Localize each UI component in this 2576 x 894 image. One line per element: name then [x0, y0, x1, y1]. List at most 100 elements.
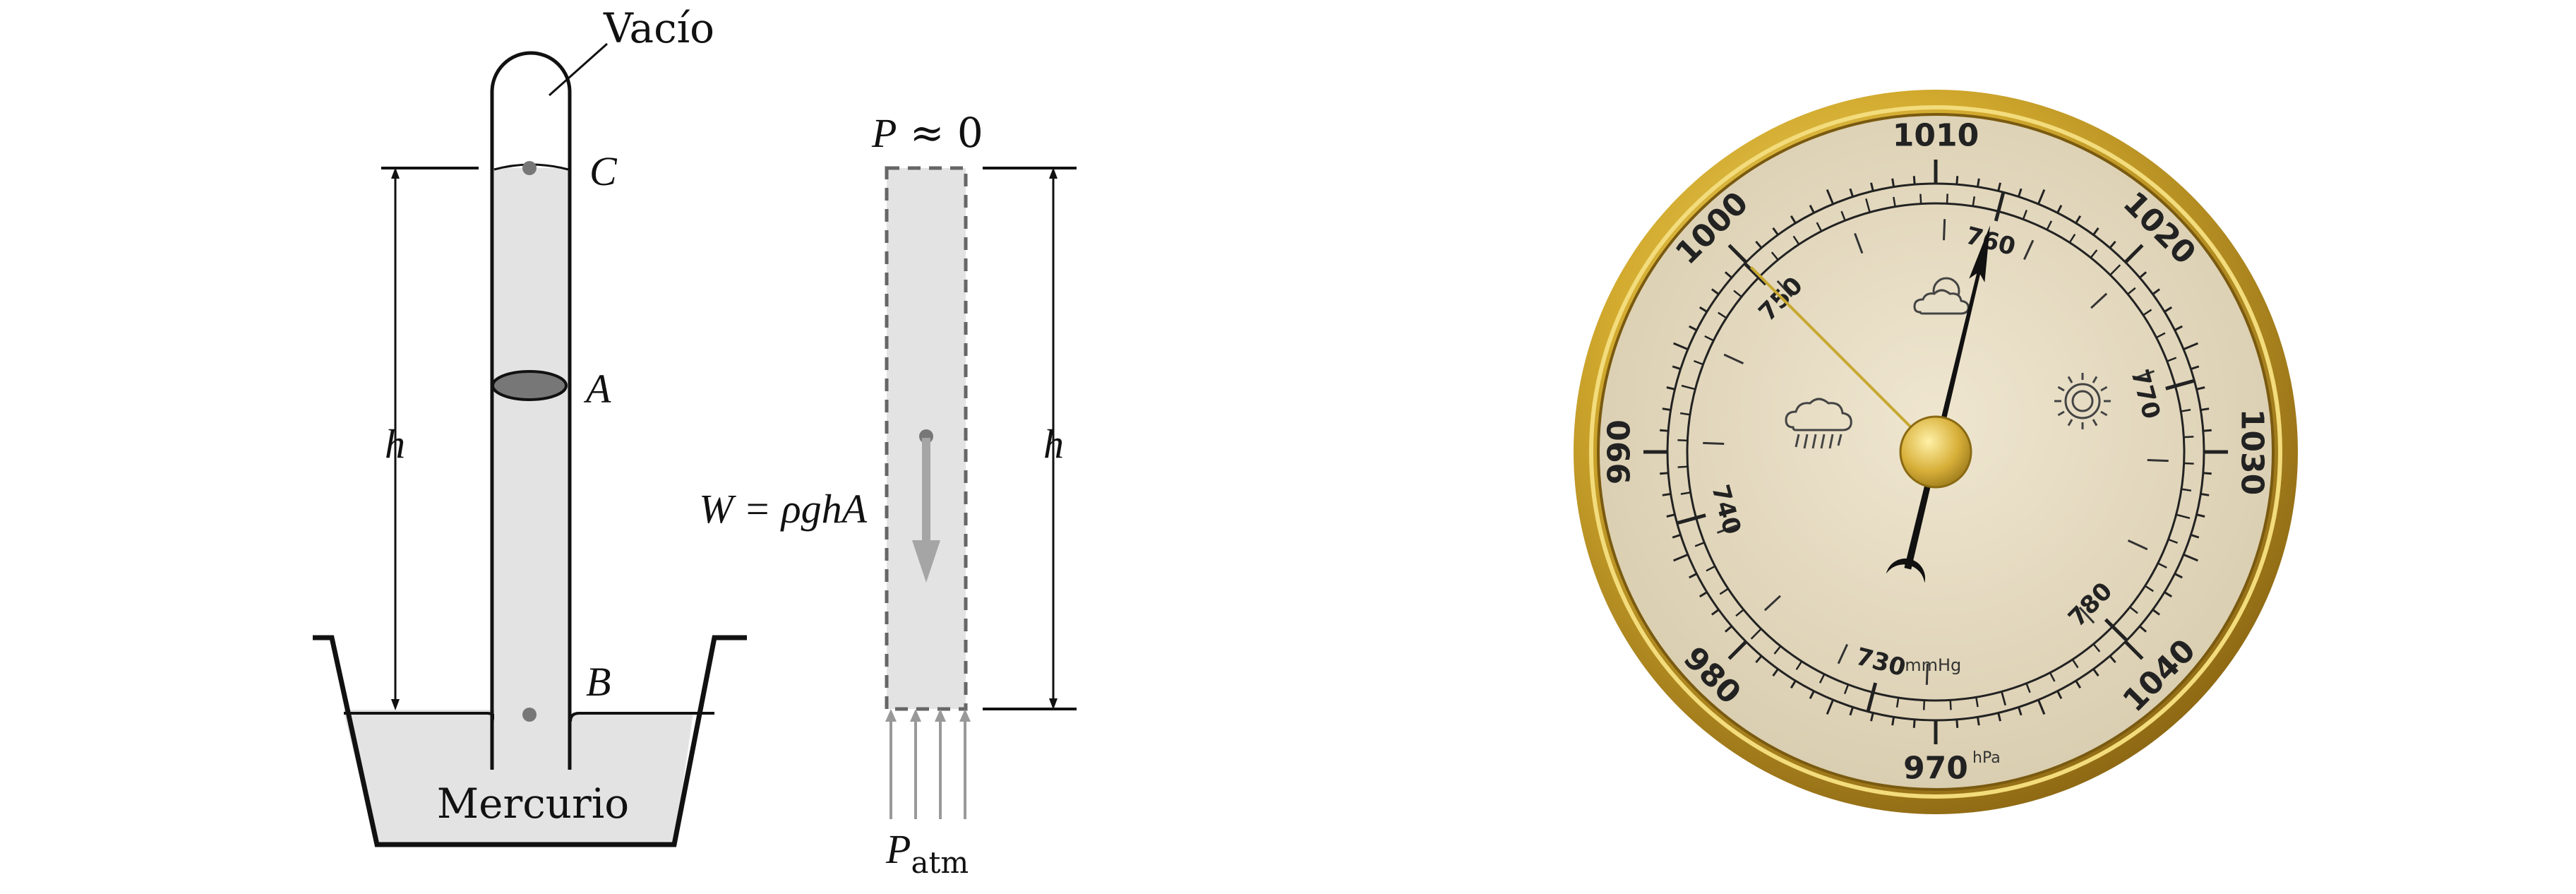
- mmhg-tick: [2068, 234, 2076, 244]
- mmhg-tick: [2129, 606, 2138, 614]
- mmhg-tick: [1975, 697, 1979, 708]
- hpa-tick: [2196, 513, 2205, 518]
- mmhg-tick: [2176, 513, 2191, 520]
- height-label: h: [385, 421, 405, 467]
- mmhg-major-tick: [1871, 682, 1878, 693]
- hpa-tick: [1891, 178, 1895, 187]
- mmhg-tick: [1795, 660, 1803, 670]
- mmhg-tick: [1694, 542, 1705, 547]
- inner-tick: [2147, 459, 2169, 463]
- hpa-tick: [2138, 625, 2147, 633]
- hpa-tick: [1997, 713, 2001, 722]
- hpa-tick: [1849, 706, 1855, 716]
- rain-cloud-icon: [1785, 398, 1852, 449]
- barometer-diagram: Vacío C A B h Mercurio: [313, 4, 747, 847]
- hpa-tick: [1755, 240, 1763, 249]
- hpa-tick: [2037, 699, 2046, 715]
- pressure-top-label: P ≈ 0: [871, 109, 983, 157]
- mmhg-tick: [2071, 659, 2079, 669]
- hpa-tick: [1711, 609, 1720, 616]
- hpa-tick: [1673, 554, 1689, 562]
- inner-tick: [2133, 370, 2155, 380]
- hpa-unit-label: hPa: [1972, 749, 2001, 767]
- hpa-tick: [2056, 690, 2063, 699]
- hpa-tick: [1790, 680, 1797, 689]
- sun-ray: [2100, 410, 2108, 417]
- hpa-tick: [1666, 513, 1675, 518]
- inner-tick: [2078, 607, 2095, 624]
- mmhg-tick: [2092, 643, 2101, 652]
- hpa-label: 1030: [2234, 409, 2270, 495]
- point-a-disk: [491, 370, 568, 401]
- hpa-tick: [1772, 668, 1779, 677]
- inner-tick: [1837, 643, 1849, 664]
- mmhg-tick: [1704, 335, 1714, 342]
- vacuum-leader-line: [549, 42, 608, 97]
- hpa-tick: [2203, 429, 2212, 432]
- hpa-tick: [2196, 386, 2205, 391]
- mmhg-tick: [1919, 193, 1922, 204]
- hpa-tick: [1673, 342, 1689, 350]
- weight-arrow-shaft: [922, 438, 930, 544]
- hpa-tick: [1849, 188, 1855, 198]
- hpa-tick: [1912, 719, 1916, 728]
- hpa-tick: [2183, 554, 2198, 562]
- inner-tick: [2127, 539, 2148, 551]
- hpa-tick: [1689, 325, 1698, 331]
- pressure-top-value: ≈ 0: [897, 109, 983, 157]
- hpa-tick: [2092, 227, 2099, 236]
- hpa-tick: [1672, 533, 1682, 539]
- hpa-tick: [2200, 407, 2210, 412]
- sun-ray: [2092, 376, 2098, 383]
- free-body-diagram: P ≈ 0 W = ρghA h: [699, 109, 1077, 880]
- mmhg-tick: [1866, 691, 1875, 713]
- patm-label: Patm: [885, 826, 969, 880]
- hpa-tick: [1826, 699, 1834, 715]
- inner-tick: [1854, 232, 1864, 254]
- inner-tick: [1723, 353, 1744, 365]
- hpa-tick: [1662, 492, 1671, 496]
- mmhg-tick: [2022, 209, 2028, 220]
- vacuum-label: Vacío: [603, 4, 714, 52]
- mmhg-tick: [2109, 264, 2121, 276]
- patm-subscript: atm: [911, 845, 969, 880]
- mmhg-major-tick: [2165, 384, 2176, 391]
- hpa-tick: [2017, 706, 2023, 716]
- hpa-tick: [1955, 176, 1959, 185]
- dial-bezel-inner-ring: [1589, 105, 2282, 799]
- hpa-tick: [1724, 625, 1733, 633]
- mmhg-tick: [1996, 191, 2006, 213]
- mmhg-tick: [2181, 409, 2191, 412]
- hpa-tick: [2075, 215, 2082, 224]
- hpa-tick: [2190, 533, 2200, 539]
- mmhg-tick: [2183, 462, 2194, 465]
- atmospheric-pressure-arrows: [885, 709, 971, 819]
- mmhg-tick: [2111, 625, 2128, 642]
- hpa-tick: [1809, 690, 1815, 699]
- patm-arrow: [959, 709, 971, 819]
- mercury-pool: [344, 710, 693, 845]
- hpa-tick: [1755, 655, 1763, 664]
- hpa-tick: [2123, 640, 2144, 660]
- hpa-tick: [1976, 178, 1980, 187]
- weight-symbol: W: [699, 486, 736, 532]
- hpa-tick: [1662, 407, 1671, 412]
- mmhg-tick: [1792, 235, 1800, 245]
- mmhg-tick: [1750, 628, 1762, 640]
- hpa-tick: [1727, 244, 1748, 264]
- mmhg-tick: [2090, 249, 2098, 258]
- mmhg-tick: [1679, 412, 1691, 416]
- hpa-tick: [2109, 240, 2116, 249]
- hpa-tick: [1660, 429, 1669, 432]
- hpa-tick: [2164, 591, 2173, 598]
- glass-tube: [490, 51, 572, 770]
- mmhg-tick: [2183, 436, 2194, 439]
- mmhg-tick: [2001, 691, 2006, 705]
- hpa-tick: [1689, 573, 1698, 579]
- patm-symbol: P: [885, 826, 911, 872]
- hpa-tick: [2183, 342, 2198, 350]
- hpa-label: 1010: [1893, 118, 1979, 154]
- sun-ray: [2057, 386, 2065, 392]
- mmhg-tick: [1865, 198, 1871, 213]
